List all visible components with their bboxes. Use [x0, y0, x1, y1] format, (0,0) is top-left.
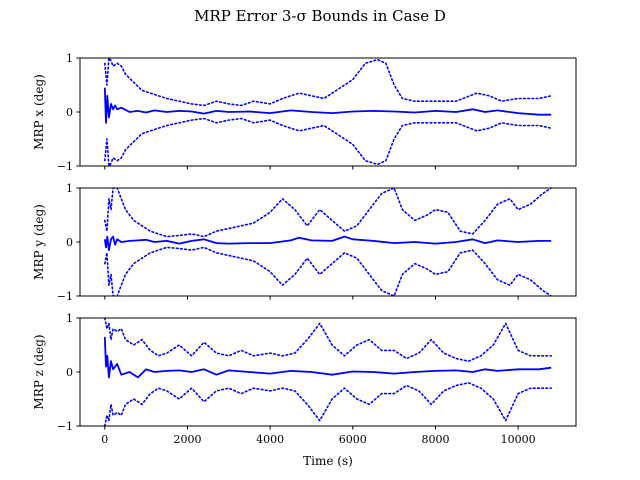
x-tick-label: 10000 — [501, 433, 536, 446]
chart-title: MRP Error 3-σ Bounds in Case D — [194, 7, 446, 25]
y-tick-label: −1 — [57, 290, 73, 303]
subplot-3: −1 0 1 0 2000 4000 6000 8000 10000 MRP z (deg) — [32, 312, 577, 446]
bound-line-2 — [104, 117, 552, 166]
y-tick-label: 1 — [66, 312, 73, 325]
y-tick-label: −1 — [57, 420, 73, 433]
bound-line-1 — [104, 58, 552, 107]
subplot-2: −1 0 1 MRP y (deg) — [32, 182, 577, 303]
bound-line-2 — [104, 382, 552, 426]
y-axis-label: MRP x (deg) — [32, 74, 46, 150]
y-tick-label: 0 — [66, 106, 73, 119]
x-tick-label: 8000 — [421, 433, 449, 446]
y-tick-label: 1 — [66, 182, 73, 195]
bound-line-2 — [104, 246, 552, 296]
x-tick-label: 2000 — [173, 433, 201, 446]
y-tick-label: 0 — [66, 366, 73, 379]
y-axis-label: MRP y (deg) — [32, 204, 46, 280]
y-tick-label: 1 — [66, 52, 73, 65]
subplot-1: −1 0 1 MRP x (deg) — [32, 52, 577, 173]
x-tick-label: 4000 — [256, 433, 284, 446]
error-line — [103, 87, 552, 124]
x-tick-label: 0 — [101, 433, 108, 446]
x-axis-label: Time (s) — [303, 454, 353, 468]
x-tick-label: 6000 — [339, 433, 367, 446]
error-line — [103, 235, 552, 251]
y-tick-label: 0 — [66, 236, 73, 249]
y-axis-label: MRP z (deg) — [32, 334, 46, 409]
error-line — [103, 336, 552, 379]
bound-line-1 — [104, 318, 552, 362]
bound-line-1 — [104, 188, 552, 238]
y-tick-label: −1 — [57, 160, 73, 173]
